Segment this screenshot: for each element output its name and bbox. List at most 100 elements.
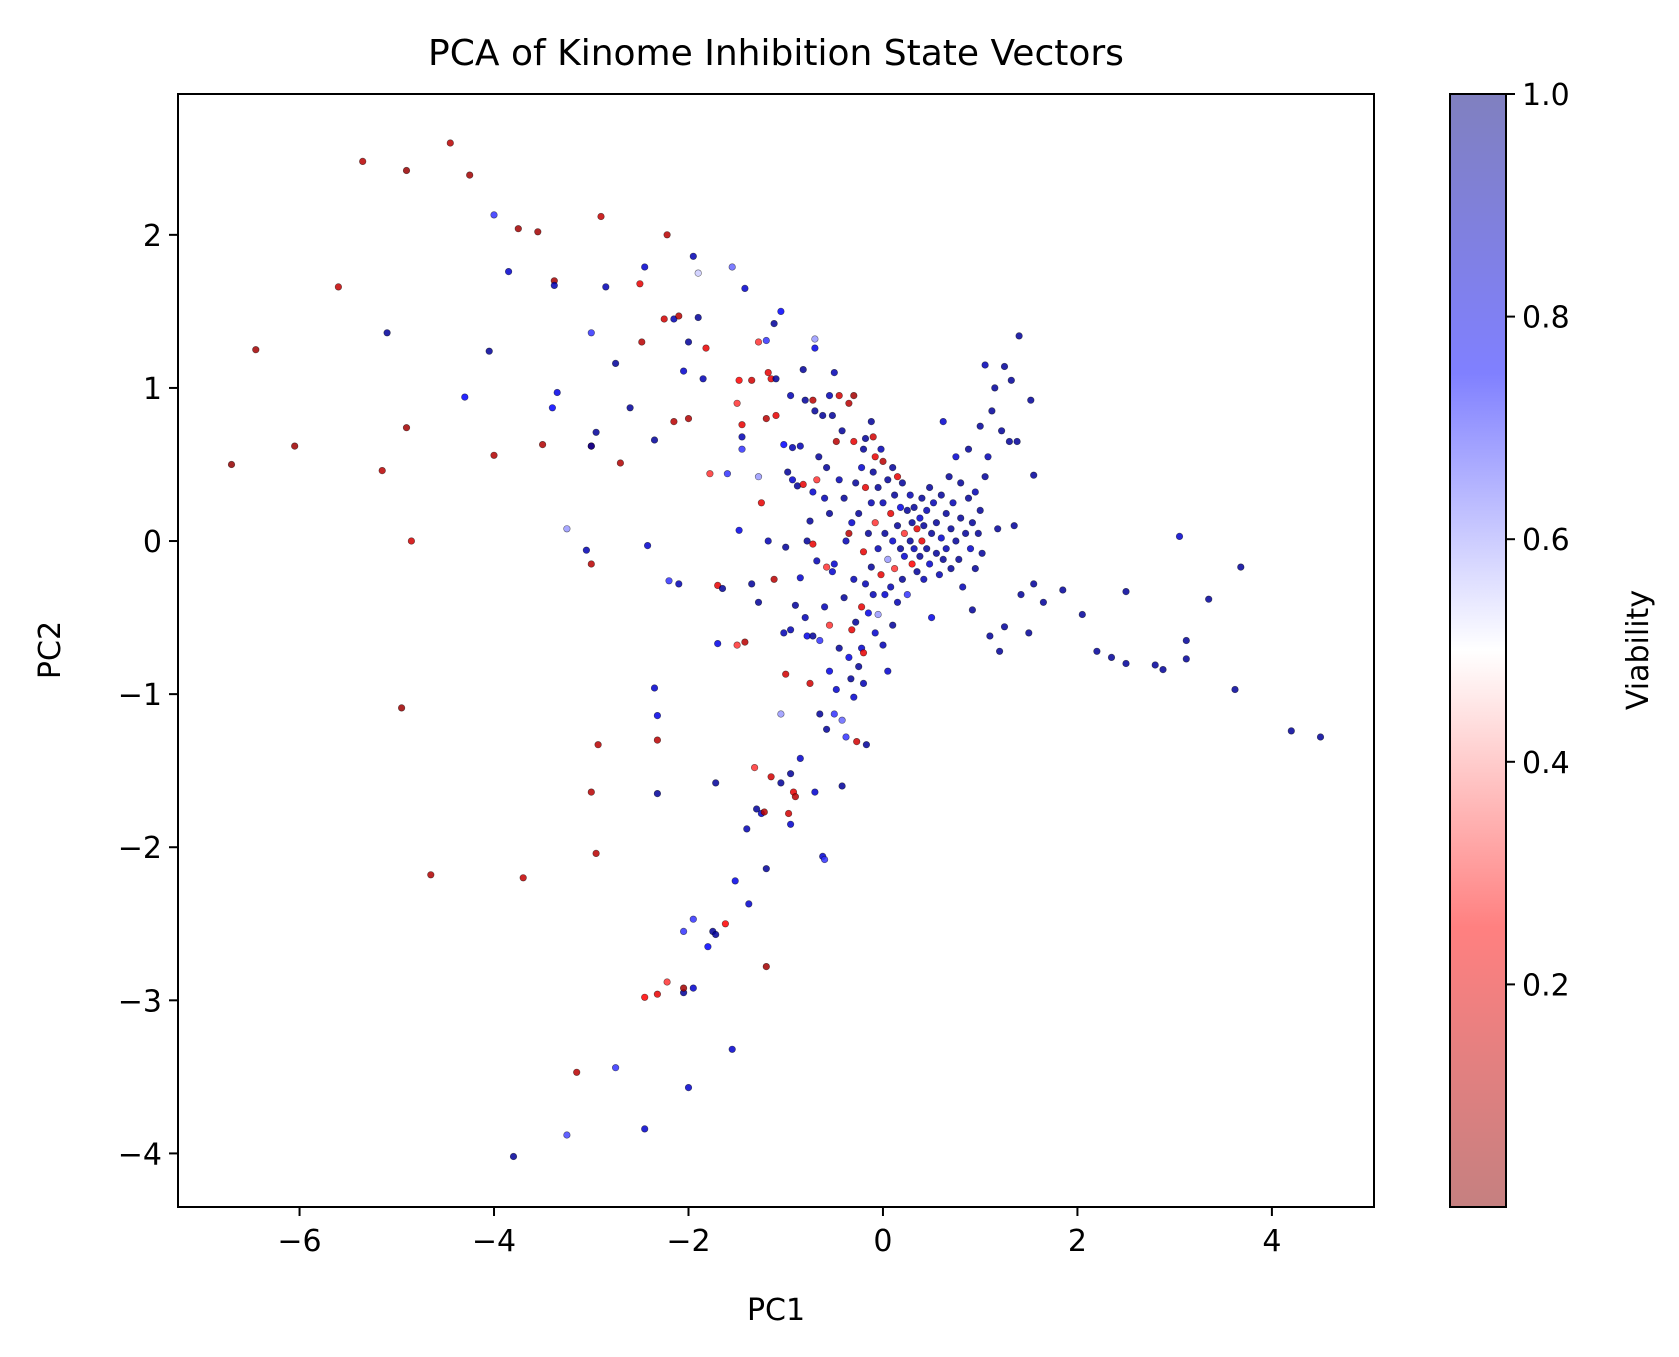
scatter-point	[898, 479, 907, 487]
scatter-point	[714, 639, 722, 648]
scatter-point	[942, 545, 950, 553]
scatter-point	[842, 537, 850, 545]
scatter-point	[913, 568, 921, 576]
scatter-point	[1182, 655, 1190, 663]
scatter-point	[848, 626, 856, 634]
scatter-point	[984, 453, 992, 461]
scatter-point	[638, 338, 646, 346]
scatter-point	[653, 789, 662, 798]
scatter-point	[847, 675, 855, 683]
scatter-point	[822, 563, 831, 571]
scatter-point	[806, 679, 814, 688]
scatter-point	[850, 575, 858, 583]
scatter-point	[1122, 587, 1130, 596]
scatter-point	[889, 621, 897, 629]
scatter-point	[900, 552, 909, 560]
scatter-point	[764, 369, 772, 377]
scatter-point	[879, 641, 887, 649]
scatter-point	[920, 522, 928, 530]
scatter-point	[838, 716, 846, 724]
scatter-point	[830, 369, 838, 377]
scatter-point	[910, 503, 918, 512]
colorbar-tick-label: 0.8	[1522, 301, 1570, 336]
scatter-point	[971, 564, 979, 573]
scatter-point	[689, 915, 697, 923]
scatter-point	[689, 252, 697, 260]
scatter-point	[906, 537, 914, 545]
scatter-point	[733, 641, 741, 649]
scatter-point	[1237, 563, 1245, 571]
scatter-point	[852, 618, 860, 626]
scatter-point	[850, 693, 858, 701]
scatter-point	[573, 1068, 581, 1076]
scatter-point	[587, 560, 595, 568]
scatter-point	[446, 139, 454, 147]
scatter-point	[1059, 586, 1067, 594]
scatter-point	[706, 470, 714, 478]
scatter-point	[947, 564, 955, 573]
scatter-point	[913, 525, 921, 533]
scatter-point	[505, 268, 513, 276]
scatter-point	[738, 445, 746, 453]
scatter-point	[945, 473, 953, 481]
scatter-point	[611, 359, 620, 368]
scatter-point	[699, 375, 707, 383]
scatter-point	[735, 376, 743, 384]
scatter-point	[881, 529, 889, 538]
y-tick-label: −2	[118, 831, 162, 866]
scatter-point	[916, 552, 924, 560]
scatter-point	[828, 568, 837, 576]
scatter-point	[636, 280, 644, 288]
scatter-point	[889, 537, 897, 545]
scatter-point	[538, 441, 547, 449]
scatter-point	[815, 453, 823, 461]
scatter-point	[869, 590, 877, 599]
scatter-point	[359, 157, 367, 165]
scatter-point	[896, 545, 905, 553]
scatter-point	[966, 545, 975, 553]
scatter-point	[859, 649, 868, 657]
y-tick-label: 1	[143, 372, 162, 407]
scatter-point	[822, 725, 831, 733]
colorbar-axis: 0.2 0.4 0.6 0.8 1.0	[1506, 78, 1570, 1003]
scatter-point	[994, 525, 1002, 533]
scatter-point	[903, 506, 911, 515]
scatter-point	[803, 537, 811, 545]
scatter-point	[731, 877, 739, 885]
scatter-point	[825, 509, 834, 518]
scatter-point	[937, 534, 945, 542]
scatter-point	[830, 560, 838, 568]
scatter-point	[611, 1064, 620, 1072]
scatter-point	[786, 820, 795, 828]
x-axis: −6 −4 −2 0 2 4	[277, 1207, 1281, 1259]
colorbar-tick-label: 0.4	[1522, 746, 1570, 781]
scatter-point	[754, 338, 763, 346]
scatter-point	[997, 427, 1006, 435]
scatter-point	[908, 560, 916, 568]
scatter-point	[1015, 332, 1023, 340]
scatter-point	[825, 667, 834, 675]
scatter-point	[784, 468, 792, 476]
scatter-point	[874, 610, 882, 619]
scatter-point	[874, 483, 882, 492]
scatter-point	[490, 211, 498, 219]
scatter-point	[735, 526, 743, 534]
scatter-point	[1030, 580, 1038, 588]
scatter-point	[861, 434, 870, 443]
scatter-point	[816, 636, 824, 645]
scatter-point	[859, 445, 868, 453]
scatter-point	[884, 555, 892, 564]
colorbar	[1449, 93, 1507, 1208]
scatter-point	[653, 736, 662, 744]
scatter-point	[799, 480, 807, 489]
scatter-point	[772, 411, 780, 420]
scatter-point	[968, 606, 977, 614]
scatter-point	[957, 514, 965, 522]
scatter-point	[791, 601, 800, 609]
scatter-point	[684, 1083, 693, 1092]
scatter-point	[961, 529, 970, 538]
scatter-point	[291, 442, 299, 450]
scatter-point	[1010, 522, 1018, 530]
colorbar-tick-label: 1.0	[1522, 78, 1570, 113]
scatter-point	[723, 470, 732, 478]
